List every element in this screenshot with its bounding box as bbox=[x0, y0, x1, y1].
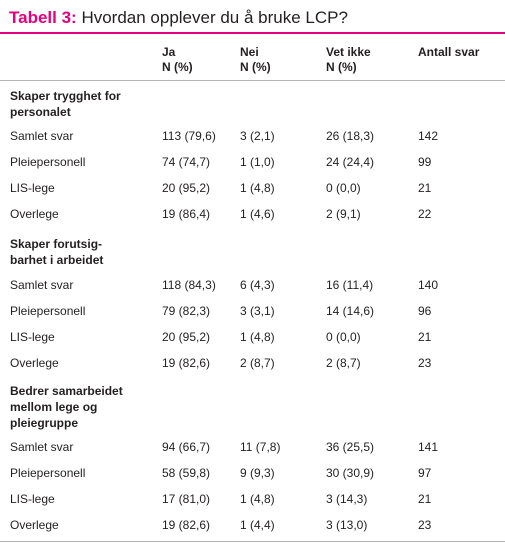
cell-vet-ikke: 0 (0,0) bbox=[326, 330, 361, 344]
cell-nei: 11 (7,8) bbox=[240, 440, 281, 454]
bottom-rule bbox=[0, 541, 505, 542]
header-antall-svar: Antall svar bbox=[418, 45, 480, 59]
section-title: Skaper trygghet for personalet bbox=[10, 89, 121, 119]
cell-ja: 20 (95,2) bbox=[162, 330, 211, 344]
cell-antall: 21 bbox=[418, 330, 432, 344]
cell-vet-ikke: 30 (30,9) bbox=[326, 466, 375, 480]
cell-vet-ikke: 24 (24,4) bbox=[326, 155, 375, 169]
cell-antall: 99 bbox=[418, 155, 432, 169]
header-nei: Nei N (%) bbox=[240, 45, 271, 74]
title-rule bbox=[0, 32, 505, 34]
cell-ja: 58 (59,8) bbox=[162, 466, 211, 480]
table-label: Tabell 3: bbox=[9, 8, 77, 27]
cell-antall: 23 bbox=[418, 518, 432, 532]
header-ja: Ja N (%) bbox=[162, 45, 193, 74]
cell-ja: 17 (81,0) bbox=[162, 492, 211, 506]
cell-ja: 19 (86,4) bbox=[162, 207, 211, 221]
cell-ja: 19 (82,6) bbox=[162, 356, 211, 370]
table-caption: Hvordan opplever du å bruke LCP? bbox=[81, 8, 348, 27]
row-label: Samlet svar bbox=[10, 129, 74, 143]
cell-ja: 20 (95,2) bbox=[162, 181, 211, 195]
cell-nei: 3 (3,1) bbox=[240, 304, 275, 318]
cell-antall: 142 bbox=[418, 129, 439, 143]
cell-nei: 1 (1,0) bbox=[240, 155, 275, 169]
cell-vet-ikke: 3 (14,3) bbox=[326, 492, 368, 506]
cell-antall: 22 bbox=[418, 207, 432, 221]
row-label: Samlet svar bbox=[10, 278, 74, 292]
section-title: Skaper forutsig-barhet i arbeidet bbox=[10, 237, 104, 267]
cell-vet-ikke: 2 (9,1) bbox=[326, 207, 361, 221]
cell-antall: 141 bbox=[418, 440, 439, 454]
cell-ja: 113 (79,6) bbox=[162, 129, 216, 143]
cell-vet-ikke: 26 (18,3) bbox=[326, 129, 375, 143]
row-label: LIS-lege bbox=[10, 330, 55, 344]
cell-antall: 21 bbox=[418, 492, 432, 506]
row-label: Pleiepersonell bbox=[10, 304, 86, 318]
section-title: Bedrer samarbeidet mellom lege og pleieg… bbox=[10, 384, 123, 430]
table-title: Tabell 3: Hvordan opplever du å bruke LC… bbox=[9, 7, 348, 29]
row-label: LIS-lege bbox=[10, 181, 55, 195]
cell-ja: 74 (74,7) bbox=[162, 155, 211, 169]
cell-antall: 23 bbox=[418, 356, 432, 370]
cell-vet-ikke: 16 (11,4) bbox=[326, 278, 374, 292]
cell-antall: 96 bbox=[418, 304, 432, 318]
header-rule bbox=[0, 80, 505, 81]
cell-nei: 1 (4,6) bbox=[240, 207, 275, 221]
cell-nei: 1 (4,8) bbox=[240, 492, 275, 506]
cell-vet-ikke: 3 (13,0) bbox=[326, 518, 368, 532]
row-label: Overlege bbox=[10, 518, 59, 532]
cell-ja: 79 (82,3) bbox=[162, 304, 211, 318]
cell-ja: 19 (82,6) bbox=[162, 518, 211, 532]
cell-vet-ikke: 0 (0,0) bbox=[326, 181, 361, 195]
cell-antall: 97 bbox=[418, 466, 432, 480]
cell-nei: 9 (9,3) bbox=[240, 466, 275, 480]
cell-vet-ikke: 14 (14,6) bbox=[326, 304, 375, 318]
cell-nei: 3 (2,1) bbox=[240, 129, 275, 143]
row-label: Overlege bbox=[10, 356, 59, 370]
cell-ja: 94 (66,7) bbox=[162, 440, 211, 454]
cell-nei: 1 (4,8) bbox=[240, 181, 275, 195]
header-vet-ikke: Vet ikke N (%) bbox=[326, 45, 371, 74]
cell-vet-ikke: 2 (8,7) bbox=[326, 356, 361, 370]
row-label: Overlege bbox=[10, 207, 59, 221]
cell-nei: 1 (4,4) bbox=[240, 518, 275, 532]
cell-nei: 6 (4,3) bbox=[240, 278, 275, 292]
cell-vet-ikke: 36 (25,5) bbox=[326, 440, 375, 454]
cell-antall: 140 bbox=[418, 278, 439, 292]
cell-antall: 21 bbox=[418, 181, 432, 195]
cell-ja: 118 (84,3) bbox=[162, 278, 216, 292]
cell-nei: 1 (4,8) bbox=[240, 330, 275, 344]
row-label: Pleiepersonell bbox=[10, 155, 86, 169]
cell-nei: 2 (8,7) bbox=[240, 356, 275, 370]
row-label: Pleiepersonell bbox=[10, 466, 86, 480]
row-label: Samlet svar bbox=[10, 440, 74, 454]
row-label: LIS-lege bbox=[10, 492, 55, 506]
